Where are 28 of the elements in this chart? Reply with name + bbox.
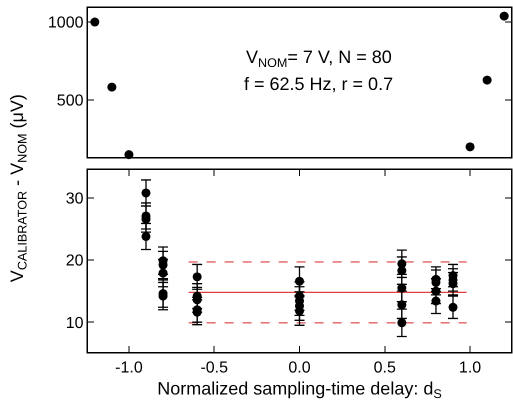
x-axis-title: Normalized sampling-time delay: d$_{S}$ <box>157 378 442 402</box>
point <box>141 188 150 198</box>
point <box>397 284 406 293</box>
y-tick-label: 20 <box>66 252 84 270</box>
point <box>158 268 168 278</box>
point <box>500 12 509 21</box>
y-tick-label: 1000 <box>48 14 84 32</box>
y-tick-label: 10 <box>66 314 84 332</box>
x-tick-label: 1.0 <box>458 360 482 376</box>
point <box>192 272 202 282</box>
point <box>482 76 492 85</box>
point <box>141 232 150 241</box>
point <box>448 302 458 312</box>
x-tick-label: 0.5 <box>374 360 396 376</box>
point <box>397 300 406 310</box>
x-tick-label: -1.0 <box>115 360 143 376</box>
y-tick-label: 500 <box>56 92 84 110</box>
annotation: f = 62.5 Hz, r = 0.7 <box>244 74 394 94</box>
point <box>466 142 475 152</box>
x-tick-label: -0.5 <box>200 360 228 376</box>
point <box>107 82 116 92</box>
point <box>295 276 304 286</box>
point <box>90 18 100 27</box>
annotation: V$_{NOM}$= 7 V, N = 80 <box>246 47 392 70</box>
point <box>397 318 406 328</box>
point <box>431 296 440 306</box>
x-tick-label: 0.0 <box>288 360 311 376</box>
y-tick-label: 30 <box>66 190 84 208</box>
